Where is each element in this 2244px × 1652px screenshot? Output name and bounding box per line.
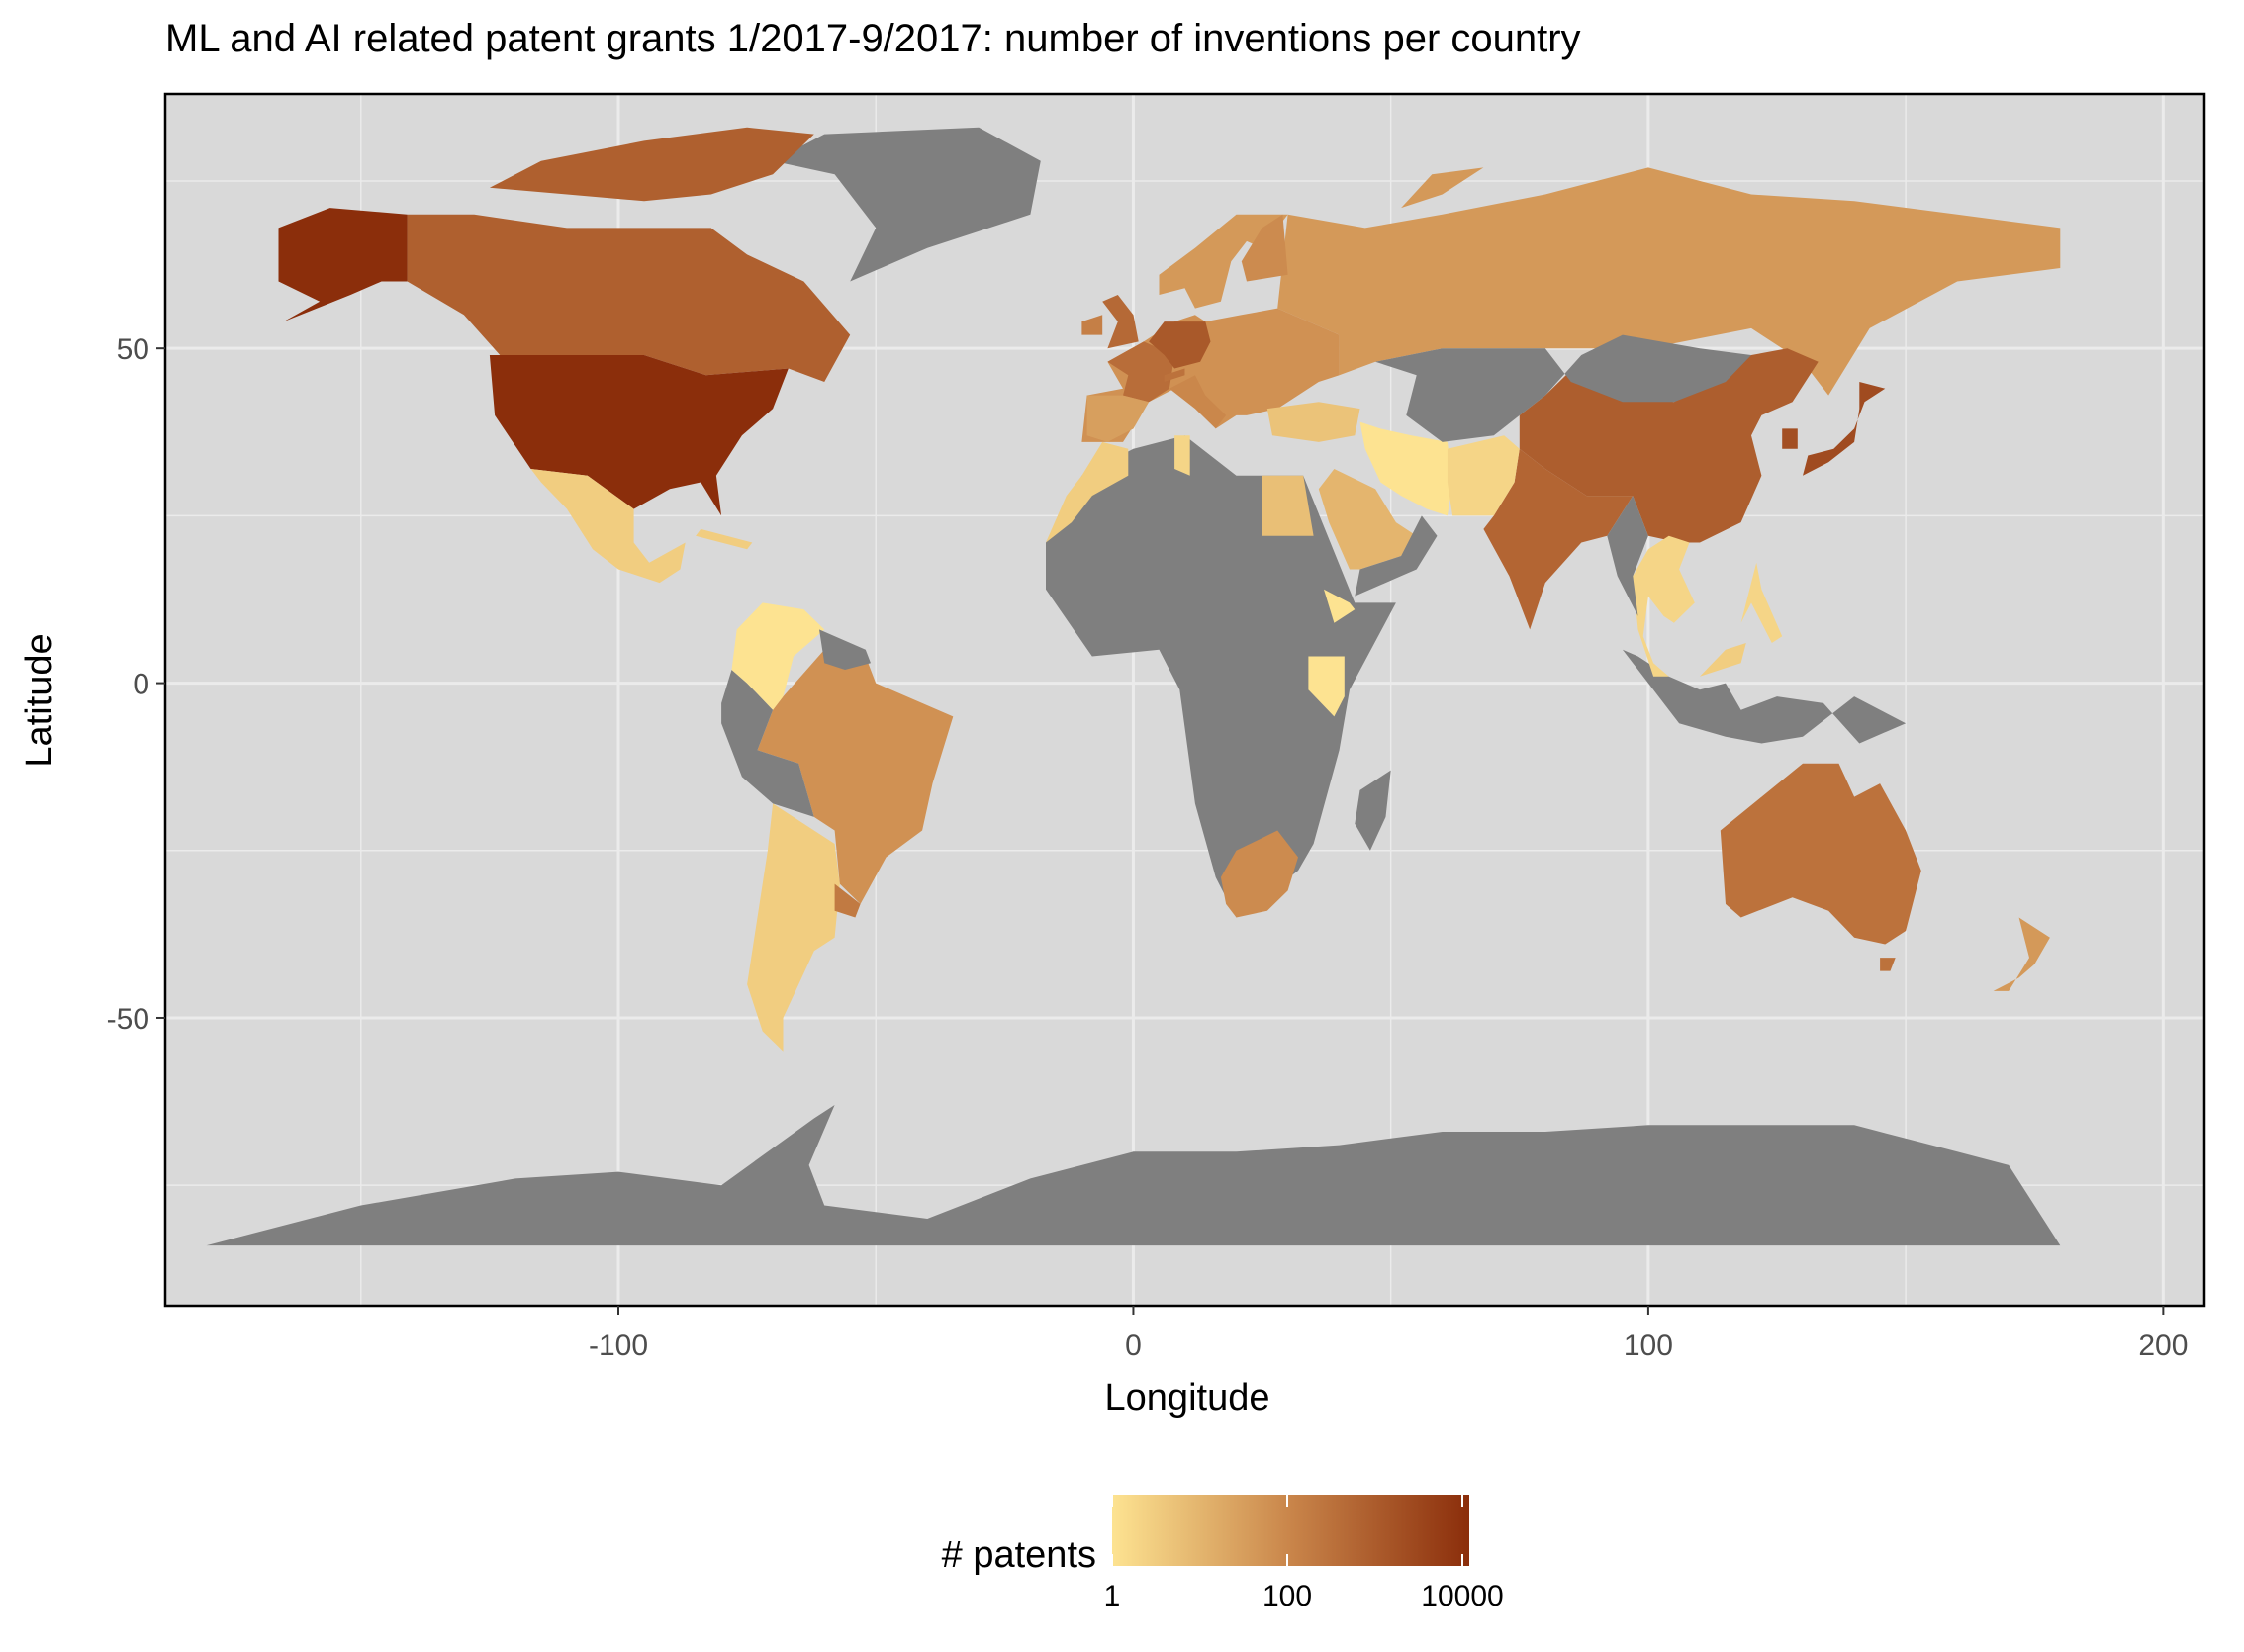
y-tick-label: -50	[107, 1003, 149, 1036]
legend-tick-label: 10000	[1421, 1580, 1503, 1612]
x-tick-label: 100	[1624, 1330, 1673, 1362]
legend-tick-label: 100	[1262, 1580, 1312, 1612]
legend-tick-label: 1	[1104, 1580, 1121, 1612]
y-axis-ticks: -50 0 50	[107, 333, 165, 1036]
x-tick-label: 0	[1125, 1330, 1142, 1362]
x-axis-ticks: -100 0 100 200	[589, 1306, 2188, 1362]
legend-colorbar	[1112, 1495, 1469, 1566]
x-axis-label: Longitude	[1105, 1377, 1270, 1419]
y-tick-label: 0	[133, 669, 149, 701]
legend-title: # patents	[942, 1534, 1096, 1576]
y-tick-label: 50	[117, 333, 149, 366]
color-legend: # patents 1 100 10000	[942, 1495, 1504, 1612]
chart-title: ML and AI related patent grants 1/2017-9…	[165, 17, 1581, 60]
x-tick-label: -100	[589, 1330, 648, 1362]
x-tick-label: 200	[2138, 1330, 2188, 1362]
y-axis-label: Latitude	[19, 633, 60, 767]
region-turkey	[1267, 402, 1360, 442]
region-korea	[1782, 428, 1798, 448]
region-tunisia	[1174, 435, 1190, 476]
